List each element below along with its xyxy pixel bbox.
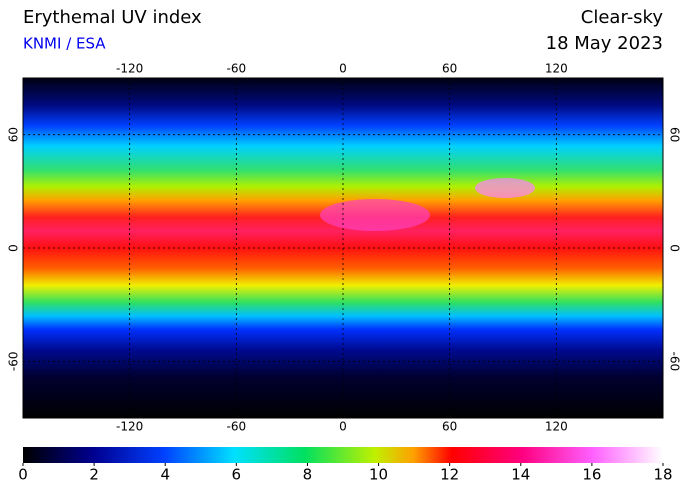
lat-tick-label: 60 <box>668 127 682 142</box>
lon-tick-label: 120 <box>545 420 568 434</box>
lon-tick-label: 60 <box>442 62 457 76</box>
uv-hotspot <box>475 178 535 198</box>
colorbar-tick-label: 8 <box>303 466 313 484</box>
colorbar-tick-label: 0 <box>18 466 28 484</box>
colorbar-tick-label: 14 <box>511 466 530 484</box>
colorbar-tick-label: 12 <box>440 466 459 484</box>
lon-tick-label: 0 <box>339 420 347 434</box>
sky-label: Clear-sky <box>581 7 664 28</box>
colorbar-tick-label: 10 <box>369 466 388 484</box>
map-frame <box>22 77 664 419</box>
graticule <box>23 78 663 418</box>
lat-tick-label: 60 <box>7 127 21 142</box>
credit: KNMI / ESA <box>23 35 106 53</box>
lon-tick-label: -60 <box>227 420 247 434</box>
colorbar-tick-label: 6 <box>232 466 242 484</box>
lat-tick-label: 0 <box>668 244 682 252</box>
colorbar-tick-label: 2 <box>89 466 99 484</box>
date: 18 May 2023 <box>546 33 663 54</box>
lon-tick-label: 0 <box>339 62 347 76</box>
uv-hotspot <box>320 199 430 231</box>
colorbar <box>23 447 663 463</box>
lon-tick-label: -60 <box>227 62 247 76</box>
lat-tick-label: -60 <box>7 352 21 372</box>
lon-tick-label: -120 <box>116 420 143 434</box>
title: Erythemal UV index <box>23 7 202 28</box>
lon-tick-label: -120 <box>116 62 143 76</box>
colorbar-tick-label: 4 <box>160 466 170 484</box>
lat-tick-label: -60 <box>668 352 682 372</box>
lat-tick-label: 0 <box>7 244 21 252</box>
colorbar-tick-label: 16 <box>582 466 601 484</box>
lon-tick-label: 60 <box>442 420 457 434</box>
colorbar-tick-label: 18 <box>653 466 672 484</box>
lon-tick-label: 120 <box>545 62 568 76</box>
